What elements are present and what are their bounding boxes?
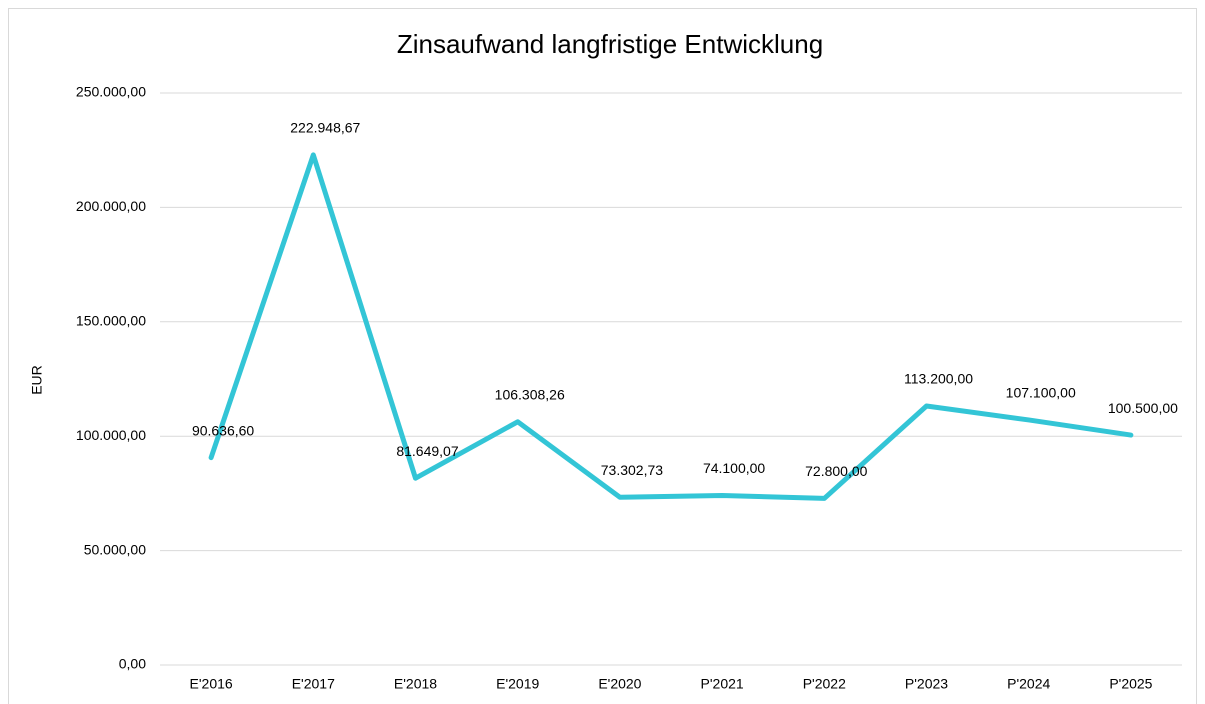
x-tick-label: E'2017 [292,676,335,692]
x-tick-label: E'2020 [598,676,641,692]
x-tick-label: P'2023 [905,676,948,692]
data-label: 107.100,00 [1006,385,1076,401]
data-label: 100.500,00 [1108,400,1178,416]
y-tick-label: 150.000,00 [76,313,146,329]
data-label: 106.308,26 [495,386,565,402]
y-tick-label: 250.000,00 [76,84,146,100]
data-label: 72.800,00 [805,463,867,479]
x-tick-label: E'2019 [496,676,539,692]
data-label: 73.302,73 [601,462,663,478]
data-label: 81.649,07 [396,443,458,459]
data-label: 74.100,00 [703,460,765,476]
x-tick-label: P'2024 [1007,676,1050,692]
y-tick-label: 200.000,00 [76,198,146,214]
y-tick-label: 0,00 [119,656,146,672]
chart-title: Zinsaufwand langfristige Entwicklung [397,29,823,59]
data-label: 90.636,60 [192,422,254,438]
data-label: 222.948,67 [290,120,360,136]
x-tick-label: P'2025 [1109,676,1152,692]
y-axis-label: EUR [29,365,45,395]
data-line [208,152,1134,501]
y-tick-label: 100.000,00 [76,427,146,443]
y-tick-label: 50.000,00 [84,541,146,557]
x-tick-label: E'2018 [394,676,437,692]
x-tick-label: P'2021 [701,676,744,692]
x-tick-label: E'2016 [190,676,233,692]
data-label: 113.200,00 [904,371,973,387]
chart-frame [8,8,1197,704]
x-tick-label: P'2022 [803,676,846,692]
